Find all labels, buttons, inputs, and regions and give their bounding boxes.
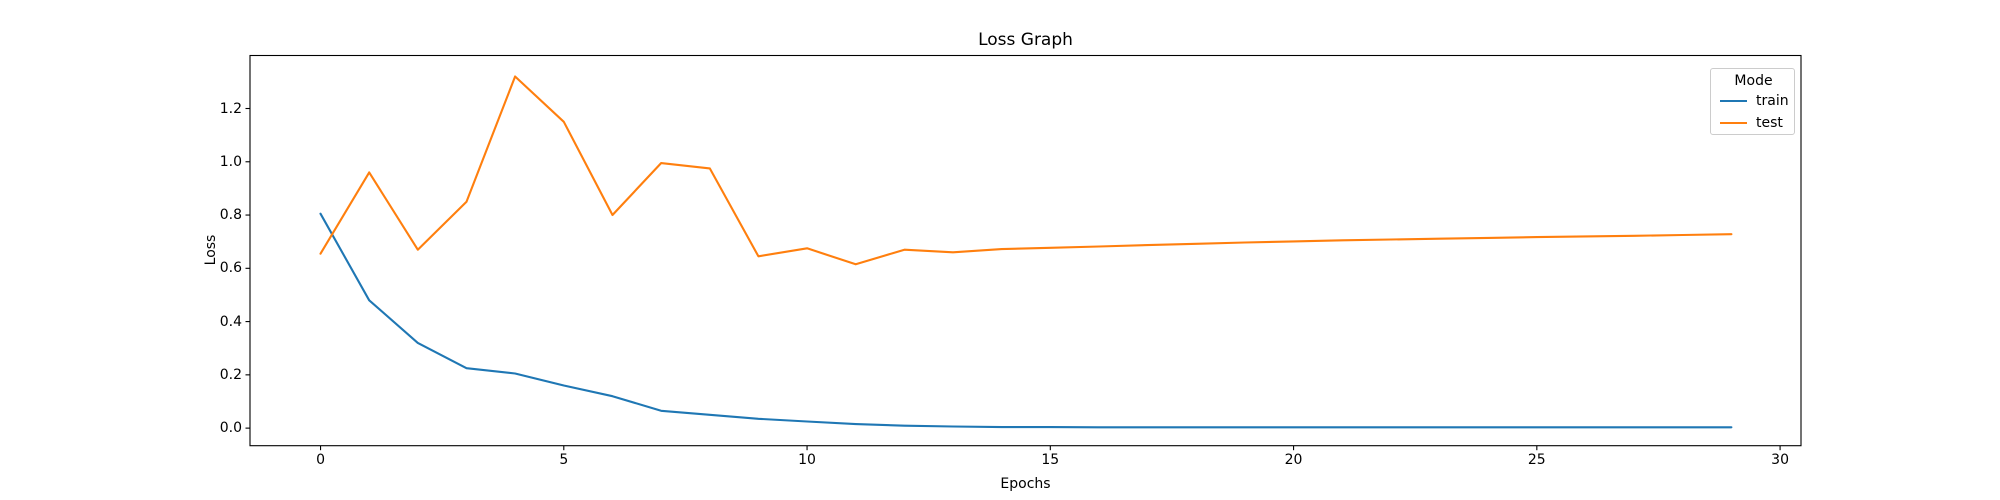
test-line-swatch [1720,121,1747,125]
legend-label: test [1756,115,1783,131]
train-line-swatch [1720,99,1747,103]
x-tick-label: 10 [798,452,816,468]
legend-title: Mode [1734,73,1773,89]
legend-label: train [1756,93,1789,109]
x-axis-label: Epochs [1000,476,1051,492]
x-tick-label: 30 [1771,452,1789,468]
y-tick-label: 1.0 [219,153,242,170]
y-tick-label: 0.2 [219,366,242,383]
x-tick-label: 5 [559,452,569,468]
legend-entry-test: test [1720,112,1787,134]
legend: Mode train test [1710,68,1795,135]
x-tick-label: 20 [1284,452,1303,468]
train-line [319,212,1733,429]
y-tick-label: 0.0 [219,420,242,437]
chart-title: Loss Graph [978,30,1073,50]
y-tick-label: 0.6 [219,260,242,277]
x-tick-label: 25 [1527,452,1546,468]
y-tick-label: 0.4 [219,313,242,330]
y-tick-label: 0.8 [219,207,242,224]
y-tick-label: 1.2 [219,100,242,117]
x-tick-label: 0 [316,452,325,468]
legend-entries: train test [1720,90,1789,134]
test-line [319,75,1733,266]
plot-frame [249,54,1802,447]
x-tick-label: 15 [1041,452,1060,468]
legend-entry-train: train [1720,90,1789,112]
